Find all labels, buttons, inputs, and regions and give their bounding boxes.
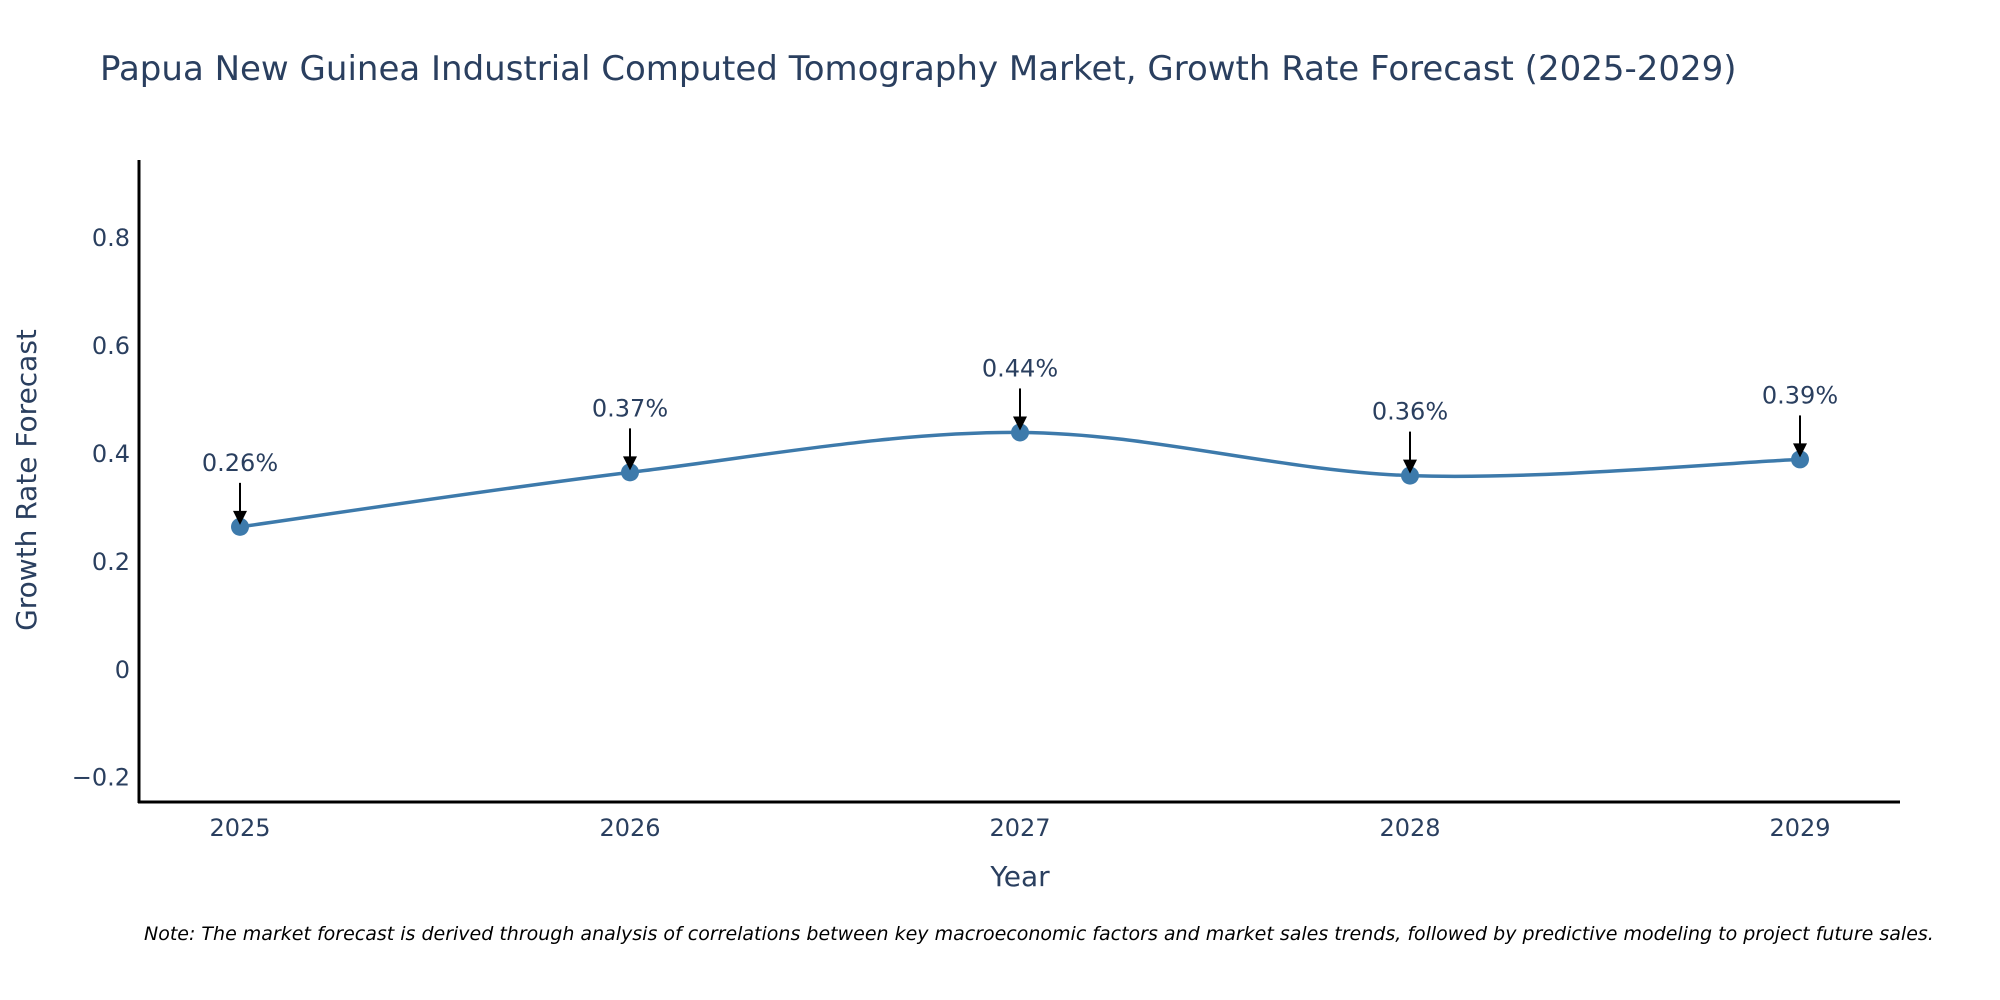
x-tick-label: 2027 — [989, 814, 1050, 842]
data-label: 0.36% — [1372, 398, 1448, 426]
y-tick-label: 0.2 — [92, 548, 130, 576]
y-axis-ticks: −0.2 0 0.2 0.4 0.6 0.8 — [72, 224, 130, 791]
data-point — [1011, 423, 1029, 442]
data-point — [621, 463, 639, 482]
data-label: 0.26% — [202, 449, 278, 477]
chart-title: Papua New Guinea Industrial Computed Tom… — [100, 49, 1737, 89]
x-tick-label: 2025 — [209, 814, 270, 842]
data-annotations: 0.26% 0.37% 0.44% 0.36% 0.39% — [202, 354, 1838, 525]
annotation-arrow-head — [1403, 459, 1417, 474]
data-point — [1791, 450, 1809, 469]
series-markers — [231, 423, 1809, 536]
data-label: 0.39% — [1762, 381, 1838, 409]
y-tick-label: 0.6 — [92, 332, 130, 360]
annotation-arrow-head — [623, 456, 637, 471]
x-tick-label: 2026 — [599, 814, 660, 842]
x-axis-ticks: 2025 2026 2027 2028 2029 — [209, 814, 1830, 842]
annotation-arrow-head — [233, 510, 247, 525]
x-axis-title: Year — [989, 860, 1050, 893]
annotation-arrow-head — [1793, 443, 1807, 458]
data-label: 0.44% — [982, 354, 1058, 382]
y-tick-label: −0.2 — [72, 764, 130, 792]
y-tick-label: 0.4 — [92, 440, 130, 468]
x-tick-label: 2029 — [1769, 814, 1830, 842]
y-tick-label: 0 — [115, 656, 130, 684]
data-label: 0.37% — [592, 394, 668, 422]
data-point — [1401, 466, 1419, 485]
x-tick-label: 2028 — [1379, 814, 1440, 842]
annotation-arrow-head — [1013, 416, 1027, 431]
footnote: Note: The market forecast is derived thr… — [144, 923, 1934, 945]
series-line — [239, 430, 1801, 529]
y-tick-label: 0.8 — [92, 224, 130, 252]
data-point — [231, 517, 249, 536]
y-axis-title: Growth Rate Forecast — [10, 329, 43, 631]
